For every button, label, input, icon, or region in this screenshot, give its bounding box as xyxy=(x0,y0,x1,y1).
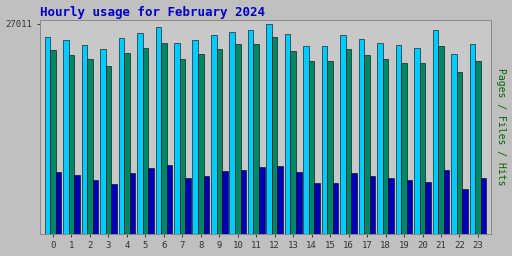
Bar xyxy=(56,172,61,234)
Bar xyxy=(130,173,135,234)
Bar xyxy=(457,72,462,234)
Bar xyxy=(401,63,407,234)
Bar xyxy=(296,172,302,234)
Bar xyxy=(285,34,290,234)
Bar xyxy=(137,33,143,234)
Bar xyxy=(148,168,154,234)
Text: Hourly usage for February 2024: Hourly usage for February 2024 xyxy=(40,6,265,18)
Bar xyxy=(407,180,412,234)
Bar xyxy=(327,61,333,234)
Bar xyxy=(314,183,320,234)
Bar xyxy=(50,50,56,234)
Bar xyxy=(420,63,425,234)
Bar xyxy=(365,55,370,234)
Bar xyxy=(278,166,283,234)
Bar xyxy=(396,45,401,234)
Bar xyxy=(266,24,272,234)
Bar xyxy=(259,167,265,234)
Bar xyxy=(451,54,457,234)
Bar xyxy=(217,49,222,234)
Bar xyxy=(414,48,420,234)
Bar xyxy=(161,43,166,234)
Bar xyxy=(462,189,468,234)
Bar xyxy=(193,40,198,234)
Bar xyxy=(69,55,74,234)
Bar xyxy=(166,165,172,234)
Bar xyxy=(235,44,241,234)
Bar xyxy=(383,59,388,234)
Bar xyxy=(290,51,296,234)
Bar xyxy=(303,47,309,234)
Bar xyxy=(481,178,486,234)
Bar xyxy=(333,183,338,234)
Bar xyxy=(438,47,444,234)
Bar xyxy=(359,39,365,234)
Bar xyxy=(111,184,117,234)
Bar xyxy=(45,37,50,234)
Bar xyxy=(93,179,98,234)
Bar xyxy=(370,176,375,234)
Y-axis label: Pages / Files / Hits: Pages / Files / Hits xyxy=(497,68,506,186)
Bar xyxy=(309,61,314,234)
Bar xyxy=(433,30,438,234)
Bar xyxy=(425,182,431,234)
Bar xyxy=(211,35,217,234)
Bar xyxy=(272,37,278,234)
Bar xyxy=(74,175,80,234)
Bar xyxy=(204,176,209,234)
Bar xyxy=(248,30,253,234)
Bar xyxy=(351,173,357,234)
Bar xyxy=(470,44,475,234)
Bar xyxy=(322,47,327,234)
Bar xyxy=(124,52,130,234)
Bar xyxy=(81,45,87,234)
Bar xyxy=(340,35,346,234)
Bar xyxy=(253,44,259,234)
Bar xyxy=(105,66,111,234)
Bar xyxy=(388,178,394,234)
Bar xyxy=(198,54,204,234)
Bar xyxy=(444,169,450,234)
Bar xyxy=(63,40,69,234)
Bar xyxy=(185,178,190,234)
Bar xyxy=(174,43,180,234)
Bar xyxy=(100,49,105,234)
Bar xyxy=(241,169,246,234)
Bar xyxy=(222,171,228,234)
Bar xyxy=(156,27,161,234)
Bar xyxy=(475,61,481,234)
Bar xyxy=(377,43,383,234)
Bar xyxy=(87,59,93,234)
Bar xyxy=(229,32,235,234)
Bar xyxy=(346,49,351,234)
Bar xyxy=(180,59,185,234)
Bar xyxy=(143,48,148,234)
Bar xyxy=(119,38,124,234)
